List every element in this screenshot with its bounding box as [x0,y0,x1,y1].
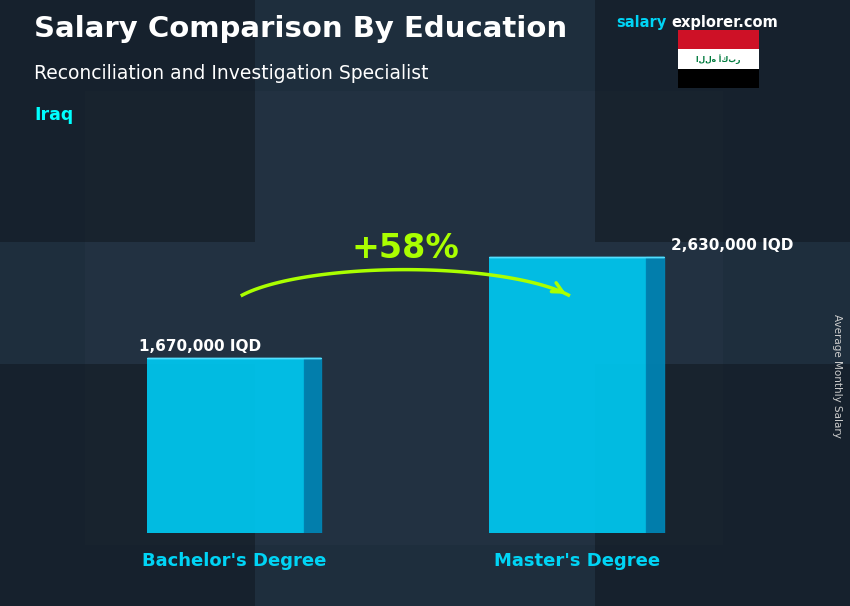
Text: Salary Comparison By Education: Salary Comparison By Education [34,15,567,43]
Bar [0,0,255,242]
Text: 2,630,000 IQD: 2,630,000 IQD [672,238,794,253]
Text: 1,670,000 IQD: 1,670,000 IQD [139,339,262,354]
Bar [0,364,255,606]
Bar [85,91,722,545]
Text: salary: salary [616,15,666,30]
Bar [490,257,646,533]
Bar [678,68,759,88]
Polygon shape [303,358,321,533]
Text: Bachelor's Degree: Bachelor's Degree [142,552,326,570]
Text: الله أكبر: الله أكبر [696,54,741,64]
Text: explorer.com: explorer.com [672,15,779,30]
Text: +58%: +58% [352,233,459,265]
Bar [595,364,850,606]
Text: Reconciliation and Investigation Specialist: Reconciliation and Investigation Special… [34,64,428,82]
Polygon shape [646,257,664,533]
Text: Average Monthly Salary: Average Monthly Salary [832,314,842,438]
Bar [146,358,303,533]
Bar [678,30,759,50]
Text: Master's Degree: Master's Degree [494,552,660,570]
Bar [678,50,759,68]
Bar [595,0,850,242]
Text: Iraq: Iraq [34,106,73,124]
